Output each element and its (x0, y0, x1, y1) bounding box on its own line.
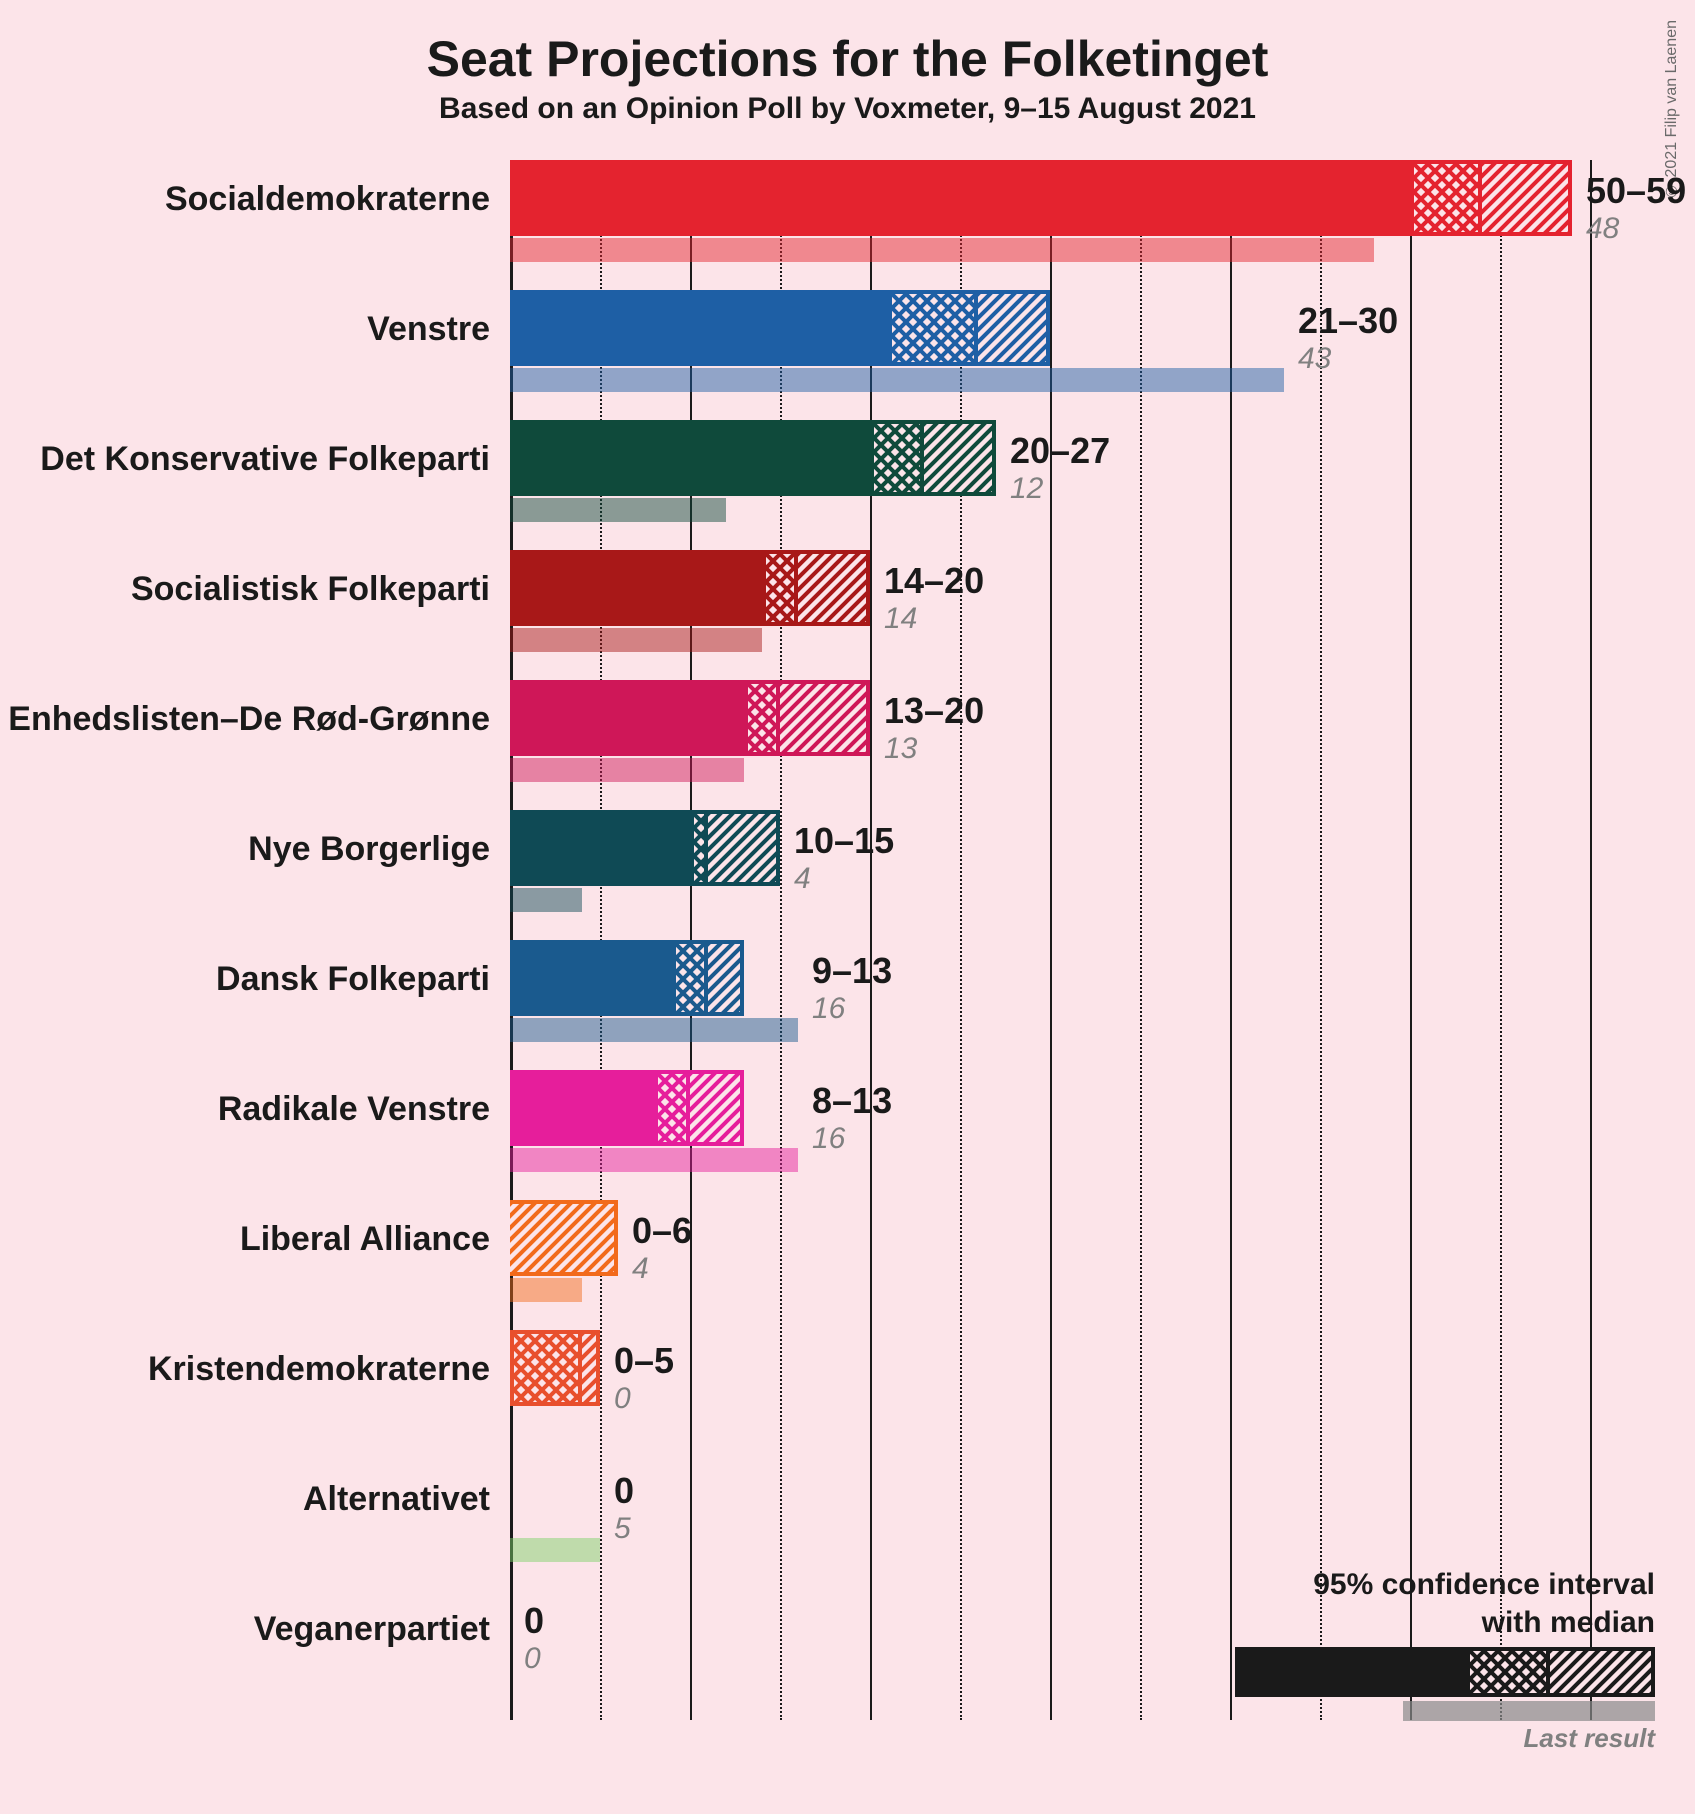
last-result-label: 4 (794, 862, 811, 896)
legend-segment (1466, 1647, 1550, 1697)
title-block: Seat Projections for the Folketinget Bas… (0, 0, 1695, 126)
party-row: Kristendemokraterne0–50 (510, 1330, 1640, 1460)
party-label: Enhedslisten–De Rød-Grønne (8, 700, 490, 739)
range-label: 10–15 (794, 820, 894, 862)
party-row: Venstre21–3043 (510, 290, 1640, 420)
bar-segment (924, 420, 996, 496)
last-result-bar (510, 1538, 600, 1562)
bar-segment (888, 290, 978, 366)
range-label: 13–20 (884, 690, 984, 732)
last-result-label: 12 (1010, 472, 1043, 506)
party-label: Kristendemokraterne (148, 1350, 490, 1389)
last-result-label: 4 (632, 1252, 649, 1286)
last-result-label: 43 (1298, 342, 1331, 376)
last-result-bar (510, 238, 1374, 262)
party-row: Dansk Folkeparti9–1316 (510, 940, 1640, 1070)
party-row: Liberal Alliance0–64 (510, 1200, 1640, 1330)
bar-segment (690, 810, 708, 886)
party-row: Det Konservative Folkeparti20–2712 (510, 420, 1640, 550)
party-label: Radikale Venstre (218, 1090, 490, 1129)
bar-segment (510, 420, 870, 496)
bar-segment (870, 420, 924, 496)
bar-segment (672, 940, 708, 1016)
last-result-bar (510, 1148, 798, 1172)
bar-segment (510, 1200, 618, 1276)
last-result-label: 0 (524, 1642, 541, 1676)
legend-segment (1550, 1647, 1655, 1697)
bar-segment (510, 550, 762, 626)
last-result-label: 13 (884, 732, 917, 766)
bar-segment (1410, 160, 1482, 236)
bar-segment (798, 550, 870, 626)
party-label: Socialdemokraterne (165, 180, 490, 219)
party-label: Socialistisk Folkeparti (131, 570, 490, 609)
party-label: Veganerpartiet (254, 1610, 490, 1649)
legend-segment (1235, 1647, 1466, 1697)
range-label: 0 (524, 1600, 544, 1642)
range-label: 8–13 (812, 1080, 892, 1122)
range-label: 0 (614, 1470, 634, 1512)
legend-title-line1: 95% confidence interval (1235, 1566, 1655, 1604)
last-result-label: 16 (812, 992, 845, 1026)
bar-segment (510, 810, 690, 886)
last-result-bar (510, 888, 582, 912)
last-result-label: 14 (884, 602, 917, 636)
party-row: Radikale Venstre8–1316 (510, 1070, 1640, 1200)
last-result-bar (510, 1278, 582, 1302)
last-result-bar (510, 498, 726, 522)
legend-sample-bar (1235, 1647, 1655, 1697)
party-label: Det Konservative Folkeparti (40, 440, 490, 479)
bar-segment (510, 290, 888, 366)
range-label: 9–13 (812, 950, 892, 992)
bar-segment (510, 680, 744, 756)
bar-segment (708, 810, 780, 886)
party-row: Socialdemokraterne50–5948 (510, 160, 1640, 290)
last-result-bar (510, 1018, 798, 1042)
legend-last-bar (1403, 1701, 1655, 1721)
bar-segment (1482, 160, 1572, 236)
bar-segment (690, 1070, 744, 1146)
bar-segment (510, 1330, 582, 1406)
party-label: Liberal Alliance (240, 1220, 490, 1259)
legend: 95% confidence interval with median Last… (1235, 1566, 1655, 1754)
last-result-bar (510, 758, 744, 782)
bar-segment (654, 1070, 690, 1146)
chart-title: Seat Projections for the Folketinget (0, 30, 1695, 88)
range-label: 21–30 (1298, 300, 1398, 342)
chart-subtitle: Based on an Opinion Poll by Voxmeter, 9–… (0, 92, 1695, 126)
party-row: Enhedslisten–De Rød-Grønne13–2013 (510, 680, 1640, 810)
range-label: 50–59 (1586, 170, 1686, 212)
bar-segment (510, 1070, 654, 1146)
last-result-bar (510, 368, 1284, 392)
bar-segment (582, 1330, 600, 1406)
bar-segment (978, 290, 1050, 366)
bar-segment (510, 160, 1410, 236)
legend-title-line2: with median (1235, 1604, 1655, 1642)
party-label: Alternativet (303, 1480, 490, 1519)
range-label: 20–27 (1010, 430, 1110, 472)
chart-area: Socialdemokraterne50–5948Venstre21–3043D… (510, 160, 1640, 1720)
last-result-bar (510, 628, 762, 652)
bar-segment (510, 940, 672, 1016)
last-result-label: 5 (614, 1512, 631, 1546)
party-label: Nye Borgerlige (248, 830, 490, 869)
bar-segment (762, 550, 798, 626)
range-label: 14–20 (884, 560, 984, 602)
party-row: Nye Borgerlige10–154 (510, 810, 1640, 940)
party-label: Venstre (367, 310, 490, 349)
range-label: 0–6 (632, 1210, 692, 1252)
last-result-label: 0 (614, 1382, 631, 1416)
party-row: Socialistisk Folkeparti14–2014 (510, 550, 1640, 680)
bar-segment (708, 940, 744, 1016)
bar-segment (780, 680, 870, 756)
bar-segment (744, 680, 780, 756)
last-result-label: 16 (812, 1122, 845, 1156)
last-result-label: 48 (1586, 212, 1619, 246)
party-label: Dansk Folkeparti (216, 960, 490, 999)
legend-last-label: Last result (1235, 1723, 1655, 1754)
range-label: 0–5 (614, 1340, 674, 1382)
